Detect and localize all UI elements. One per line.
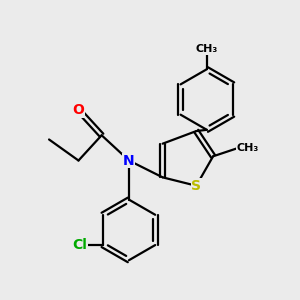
Text: Cl: Cl (72, 238, 87, 252)
Text: O: O (73, 103, 84, 117)
Text: CH₃: CH₃ (196, 44, 218, 55)
Text: CH₃: CH₃ (236, 143, 259, 153)
Text: S: S (191, 179, 201, 193)
Text: N: N (123, 154, 135, 167)
